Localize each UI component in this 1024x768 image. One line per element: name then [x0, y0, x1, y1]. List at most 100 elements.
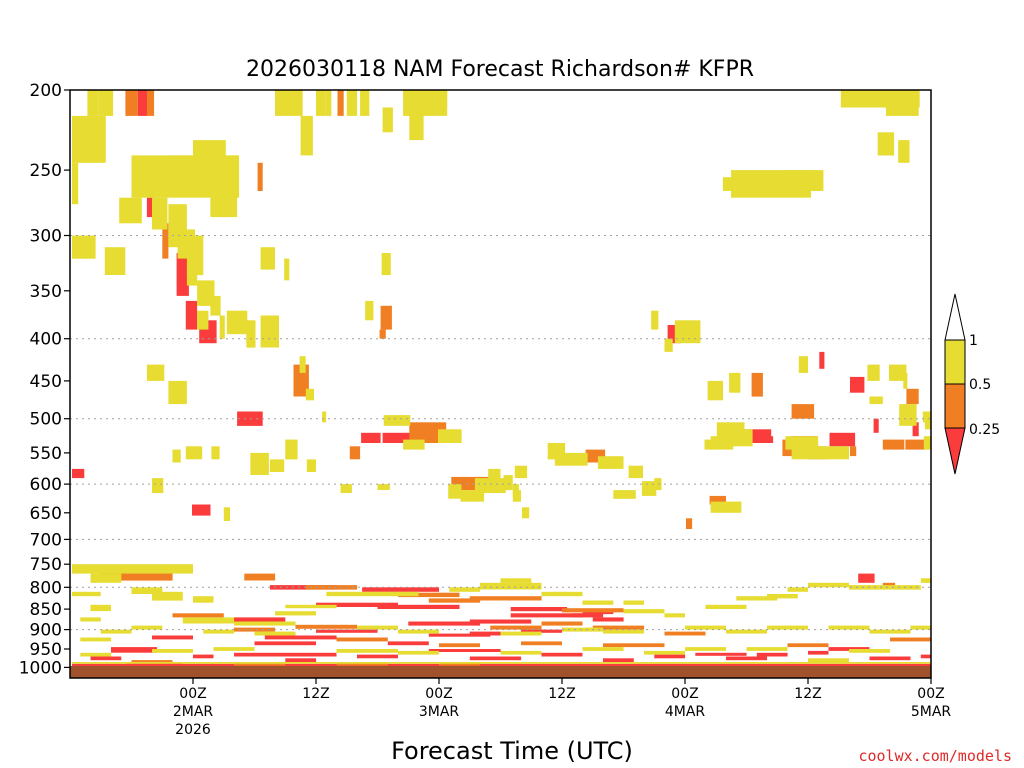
ri-cell-yellow: [299, 356, 306, 373]
ri-cell-red: [382, 432, 411, 443]
ri-cell-yellow: [438, 429, 462, 443]
ri-cell-yellow: [322, 411, 327, 423]
ri-cell-yellow: [541, 591, 583, 597]
ri-cell-yellow: [910, 625, 931, 630]
ri-cell-yellow: [100, 629, 132, 634]
ri-cell-yellow: [275, 611, 316, 616]
ri-cell-red: [873, 418, 879, 433]
ri-cell-yellow: [152, 197, 168, 230]
ri-cell-orange: [439, 643, 480, 648]
ri-cell-yellow: [613, 490, 636, 499]
ri-cell-yellow: [798, 356, 808, 373]
ri-cell-yellow: [849, 649, 890, 653]
ri-cell-red: [137, 90, 148, 116]
ri-cell-yellow: [172, 449, 181, 463]
ri-cell-yellow: [104, 247, 126, 275]
ri-cell-yellow: [254, 631, 296, 636]
ri-cell-yellow: [664, 613, 685, 618]
ri-cell-red: [758, 436, 774, 443]
ri-cell-yellow: [260, 247, 275, 270]
ri-cell-red: [357, 654, 398, 659]
ri-cell-yellow: [260, 315, 279, 348]
ri-cell-yellow: [80, 617, 101, 622]
ri-cell-orange: [521, 641, 562, 646]
legend-band-orange: [944, 383, 966, 429]
ri-cell-yellow: [197, 310, 209, 330]
legend-label-0-5: 0.5: [969, 377, 991, 393]
ri-cell-yellow: [674, 320, 701, 344]
ri-cell-red: [408, 621, 481, 626]
y-axis: 200 250 300 350 400 450 500 550 600 650 700 750 8008…: [19, 81, 70, 678]
ri-cell-red: [362, 587, 439, 592]
ri-cell-yellow: [869, 396, 883, 405]
ri-cell-red: [541, 652, 583, 657]
ri-cell-yellow: [146, 364, 165, 381]
ri-cell-yellow: [623, 600, 644, 605]
ri-cell-yellow: [246, 320, 256, 348]
ri-cell-orange: [162, 223, 169, 259]
ri-cell-yellow: [365, 300, 374, 321]
y-tick-label-300: 300: [30, 227, 62, 247]
ri-cell-yellow: [808, 658, 849, 662]
x-tick-label-0-2: 2026: [175, 722, 211, 738]
ri-cell-yellow: [203, 629, 235, 634]
ri-cell-red: [264, 635, 337, 640]
ri-cell-orange: [664, 631, 706, 636]
ri-cell-yellow: [285, 604, 337, 609]
x-tick-label-6-1: 5MAR: [911, 704, 952, 720]
ri-cell-yellow: [867, 364, 880, 381]
ri-cell-orange: [234, 627, 275, 632]
ri-cell-orange: [787, 643, 829, 648]
ri-cell-yellow: [923, 436, 931, 450]
y-tick-label-750: 750: [30, 555, 62, 575]
ri-cell-orange: [562, 608, 624, 613]
ri-cell-yellow: [72, 591, 101, 597]
ri-cell-yellow: [210, 295, 221, 316]
ri-cell-yellow: [488, 468, 501, 485]
ri-cell-orange: [592, 625, 645, 630]
ri-cell-orange: [709, 495, 726, 505]
ri-cell-red: [756, 652, 788, 657]
ri-cell-red: [72, 663, 931, 668]
y-tick-label-550: 550: [30, 444, 62, 464]
ri-cell-yellow: [168, 380, 187, 405]
ri-cell-red: [469, 656, 522, 661]
ri-cell-orange: [890, 637, 931, 642]
ri-cell-orange: [882, 439, 905, 450]
ri-cell-yellow: [785, 436, 819, 450]
ri-cell-yellow: [736, 596, 778, 601]
x-tick-label-5-0: 12Z: [794, 686, 821, 702]
ri-cell-yellow: [340, 484, 352, 493]
ri-cell-orange: [439, 662, 480, 666]
ri-cell-yellow: [729, 372, 741, 393]
y-tick-label-350: 350: [30, 282, 62, 302]
ri-cell-yellow: [325, 90, 332, 116]
ri-cell-orange: [336, 637, 388, 642]
ri-cell-yellow: [234, 621, 296, 626]
chart-title: 2026030118 NAM Forecast Richardson# KFPR: [246, 57, 754, 82]
ri-cell-orange: [295, 624, 357, 629]
ri-cell-yellow: [72, 235, 96, 259]
ri-cell-yellow: [562, 627, 603, 632]
ri-cell-yellow: [152, 649, 193, 653]
ri-cell-yellow: [460, 490, 485, 502]
ri-cell-yellow: [305, 388, 314, 401]
ri-cell-yellow: [210, 191, 238, 218]
ri-cell-yellow: [185, 446, 203, 460]
legend-top-arrow: [944, 293, 966, 341]
ri-cell-red: [377, 604, 460, 609]
ri-cell-yellow: [746, 647, 788, 651]
ri-cell-orange: [850, 446, 857, 457]
ri-cell-orange: [257, 162, 263, 191]
ri-cell-yellow: [924, 418, 931, 430]
ri-cell-yellow: [554, 452, 588, 466]
ri-cell-yellow: [182, 617, 235, 624]
ri-cell-yellow: [791, 446, 849, 460]
ri-cell-yellow: [98, 90, 114, 116]
ri-cell-yellow: [903, 372, 908, 389]
ri-cell-yellow: [603, 629, 644, 634]
y-tick-label-850: 850: [30, 600, 62, 620]
source-credit[interactable]: coolwx.com/models: [858, 747, 1012, 765]
ri-cell-yellow: [306, 459, 316, 472]
ri-cell-yellow: [582, 600, 614, 605]
